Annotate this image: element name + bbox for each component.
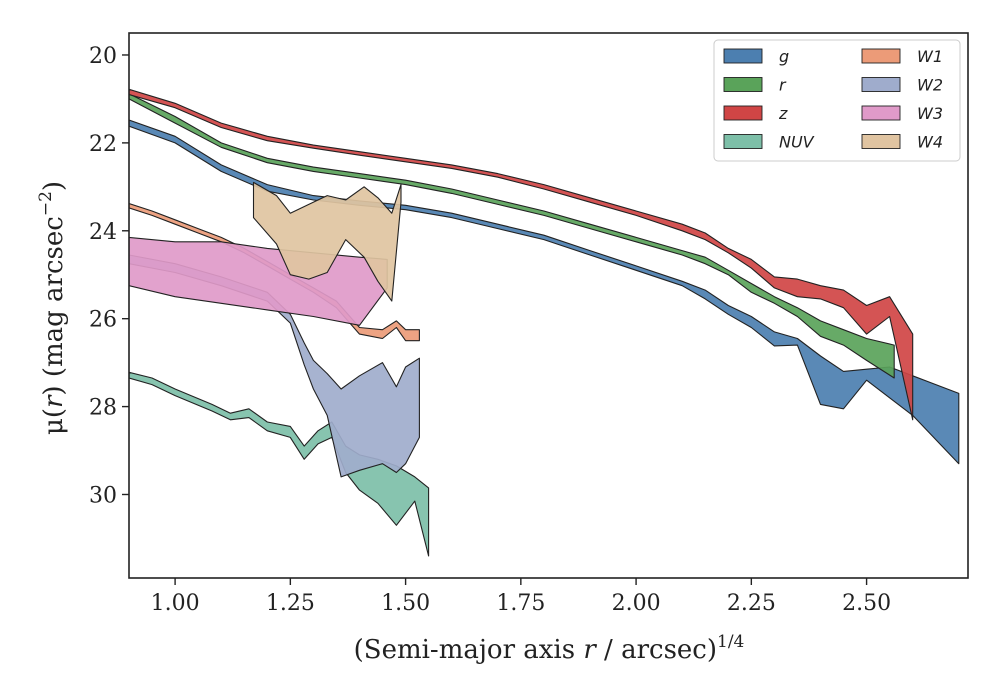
- legend-label: z: [778, 104, 788, 123]
- legend-label: W1: [917, 47, 943, 66]
- band-r: [129, 93, 895, 379]
- x-tick-label: 2.00: [612, 591, 661, 616]
- x-tick-label: 2.50: [842, 591, 891, 616]
- x-tick-label: 1.75: [496, 591, 545, 616]
- y-axis-label: μ(r) (mag arcsec−2): [36, 181, 69, 435]
- series-bands: [129, 88, 960, 557]
- x-tick-label: 2.25: [727, 591, 776, 616]
- plot-frame: [128, 32, 969, 579]
- legend-label: g: [779, 47, 789, 66]
- y-tick-label: 28: [89, 396, 117, 421]
- band-w2: [129, 254, 420, 478]
- legend-swatch: [861, 48, 901, 64]
- legend-label: NUV: [779, 133, 815, 152]
- legend-swatch: [723, 105, 763, 121]
- y-tick-label: 24: [89, 220, 117, 245]
- y-tick-label: 20: [89, 44, 117, 69]
- y-tick-label: 26: [89, 308, 117, 333]
- x-axis-label: (Semi-major axis r / arcsec)1/4: [354, 632, 745, 665]
- legend-label: W3: [917, 104, 943, 123]
- legend-swatch: [861, 77, 901, 92]
- legend: grz NUV W1 W2 W3 W4: [713, 39, 961, 162]
- y-tick-label: 22: [89, 132, 117, 157]
- x-tick-label: 1.00: [151, 591, 200, 616]
- legend-swatch: [723, 77, 763, 92]
- band-w4: [252, 181, 402, 302]
- legend-label: r: [779, 76, 787, 95]
- legend-label: W4: [917, 133, 943, 152]
- band-w3: [129, 236, 388, 326]
- x-tick-label: 1.50: [381, 591, 430, 616]
- band-z: [129, 88, 914, 421]
- legend-swatch: [861, 134, 901, 149]
- legend-swatch: [723, 48, 763, 64]
- axes: 1.00 1.25 1.50 1.75 2.00 2.25 2.50 20 22 24 26 28 30: [89, 32, 969, 616]
- legend-swatch: [861, 105, 901, 121]
- legend-label: W2: [917, 76, 943, 95]
- x-tick-label: 1.25: [266, 591, 315, 616]
- band-g: [129, 119, 960, 465]
- legend-swatch: [723, 134, 763, 149]
- y-tick-label: 30: [89, 483, 117, 508]
- legend-box: [713, 39, 961, 162]
